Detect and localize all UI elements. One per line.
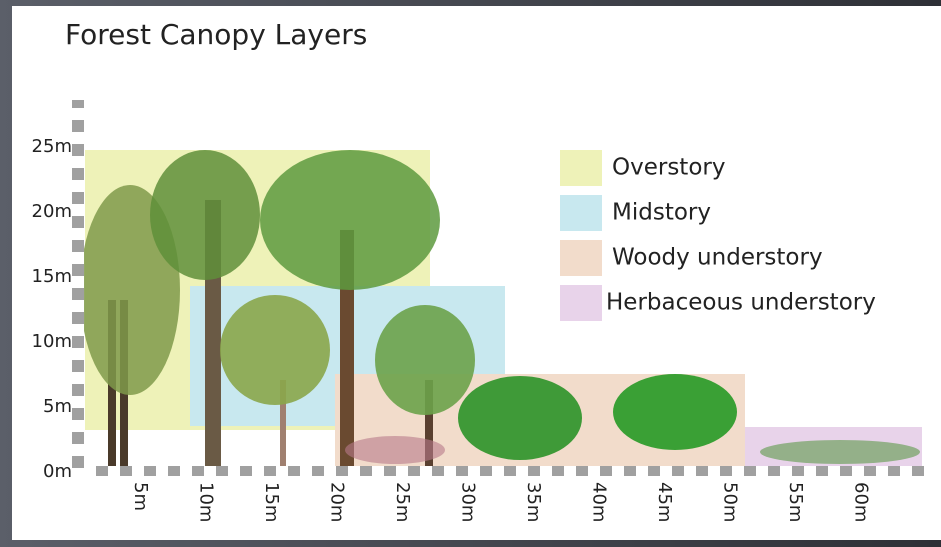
- page: Forest Canopy Layers 0m 5m 10m 15m 20m 25m 5m 1…: [0, 0, 941, 547]
- legend-swatch: [560, 285, 602, 321]
- y-tick-label: 10m: [32, 331, 72, 352]
- x-tick-label: 30m: [458, 482, 479, 522]
- y-tick-label: 0m: [43, 461, 72, 482]
- legend-label: Woody understory: [612, 245, 823, 271]
- x-tick-label: 60m: [851, 482, 872, 522]
- x-tick-label: 40m: [589, 482, 610, 522]
- x-tick-label: 35m: [523, 482, 544, 522]
- x-tick-label: 25m: [392, 482, 413, 522]
- y-tick-label: 20m: [32, 201, 72, 222]
- legend-label: Herbaceous understory: [606, 290, 876, 316]
- x-tick-label: 45m: [654, 482, 675, 522]
- x-tick-label: 50m: [720, 482, 741, 522]
- legend-label: Midstory: [612, 200, 711, 226]
- legend-swatch: [560, 195, 602, 231]
- x-tick-label: 55m: [785, 482, 806, 522]
- x-tick-label: 10m: [196, 482, 217, 522]
- y-tick-label: 5m: [43, 396, 72, 417]
- y-tick-label: 25m: [32, 136, 72, 157]
- legend-swatch: [560, 240, 602, 276]
- legend-swatch: [560, 150, 602, 186]
- y-tick-label: 15m: [32, 266, 72, 287]
- x-tick-label: 5m: [130, 482, 151, 511]
- diagram: Forest Canopy Layers 0m 5m 10m 15m 20m 25m 5m 1…: [0, 0, 941, 547]
- legend-label: Overstory: [612, 155, 725, 181]
- title: Forest Canopy Layers: [65, 18, 367, 51]
- y-axis: [72, 100, 84, 470]
- x-tick-label: 15m: [261, 482, 282, 522]
- x-axis: [84, 466, 925, 476]
- x-tick-label: 20m: [327, 482, 348, 522]
